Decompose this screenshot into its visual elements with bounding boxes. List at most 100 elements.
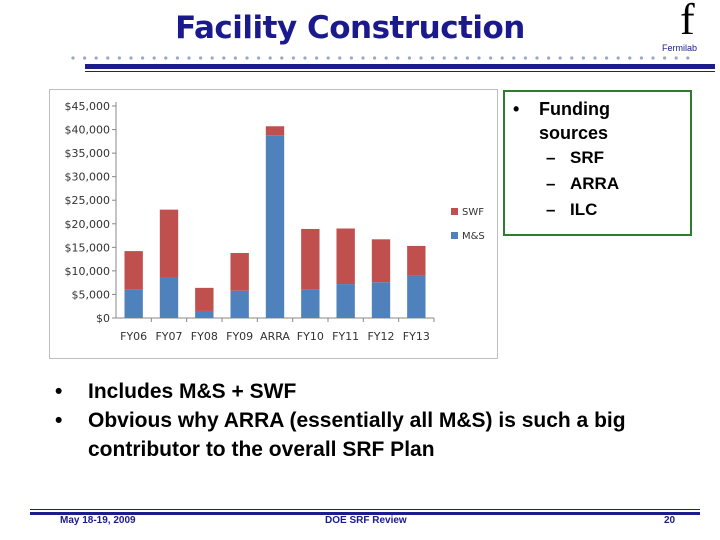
divider-dot — [106, 56, 110, 60]
funding-item-ilc: ILC — [570, 200, 598, 219]
slide-title: Facility Construction — [175, 10, 525, 46]
bar-m-s-fy10 — [301, 289, 320, 318]
divider-dot — [465, 56, 469, 60]
divider-dot — [686, 56, 690, 60]
divider-dot — [674, 56, 678, 60]
bullet-list: • Includes M&S + SWF • Obvious why ARRA … — [55, 377, 688, 464]
y-tick-label: $30,000 — [65, 171, 111, 184]
bar-swf-fy09 — [230, 252, 249, 291]
divider-dot — [257, 56, 261, 60]
dash-glyph: – — [546, 174, 556, 193]
list-item: • Includes M&S + SWF — [55, 377, 688, 406]
divider-dot — [384, 56, 388, 60]
divider-dot — [558, 56, 562, 60]
divider-dot — [129, 56, 133, 60]
list-item: – ARRA — [546, 174, 619, 200]
divider-dot — [291, 56, 295, 60]
divider-dot — [303, 56, 307, 60]
bar-m-s-fy12 — [371, 282, 391, 318]
divider-dot — [152, 56, 156, 60]
divider-dot — [361, 56, 365, 60]
bar-swf-fy06 — [124, 251, 143, 290]
legend-label: M&S — [462, 231, 485, 242]
footer-date: May 18-19, 2009 — [60, 515, 136, 526]
funding-item-srf: SRF — [570, 148, 604, 167]
divider-dot — [164, 56, 168, 60]
y-tick-label: $40,000 — [65, 124, 111, 137]
bullet-text: Includes M&S + SWF — [88, 380, 297, 403]
funding-heading-text: Funding sources — [539, 99, 610, 143]
divider-dot — [187, 56, 191, 60]
dash-glyph: – — [546, 200, 556, 219]
header-rule — [85, 64, 715, 69]
bullet-glyph: • — [55, 409, 63, 432]
divider-dot — [280, 56, 284, 60]
divider-dot — [117, 56, 121, 60]
dash-glyph: – — [546, 148, 556, 167]
divider-dot — [83, 56, 87, 60]
bar-m-s-fy11 — [336, 284, 355, 318]
divider-dot — [419, 56, 423, 60]
divider-dot — [373, 56, 377, 60]
bar-swf-fy07 — [159, 209, 179, 278]
x-tick-label: FY12 — [367, 330, 394, 343]
divider-dot — [326, 56, 330, 60]
divider-dot — [175, 56, 179, 60]
divider-dot — [581, 56, 585, 60]
y-tick-label: $20,000 — [65, 218, 111, 231]
divider-dot — [233, 56, 237, 60]
divider-dot — [71, 56, 75, 60]
divider-dot — [663, 56, 667, 60]
divider-dot — [396, 56, 400, 60]
x-tick-label: FY09 — [226, 330, 253, 343]
x-tick-label: FY06 — [120, 330, 147, 343]
footer-title: DOE SRF Review — [325, 515, 407, 526]
y-tick-label: $45,000 — [65, 100, 111, 113]
divider-dot — [349, 56, 353, 60]
list-item: – SRF — [546, 148, 619, 174]
list-item: – ILC — [546, 200, 619, 226]
x-tick-label: ARRA — [260, 330, 290, 343]
bar-m-s-fy06 — [124, 289, 143, 318]
divider-dot — [523, 56, 527, 60]
bar-m-s-fy09 — [230, 290, 249, 318]
x-tick-label: FY07 — [155, 330, 182, 343]
divider-dot — [500, 56, 504, 60]
y-tick-label: $0 — [96, 312, 110, 325]
bar-swf-fy13 — [407, 245, 426, 276]
divider-dot — [454, 56, 458, 60]
footer-rule — [30, 512, 700, 515]
divider-dot — [315, 56, 319, 60]
header-rule-thin — [85, 71, 715, 72]
divider-dot — [442, 56, 446, 60]
legend-swatch — [451, 208, 458, 215]
divider-dot — [199, 56, 203, 60]
bar-swf-fy08 — [195, 287, 214, 311]
funding-item-arra: ARRA — [570, 174, 620, 193]
divider-dot — [141, 56, 145, 60]
divider-dot — [593, 56, 597, 60]
divider-dot — [245, 56, 249, 60]
fermilab-logo-text: Fermilab — [662, 43, 698, 53]
divider-dot — [605, 56, 609, 60]
footer-rule-thin — [30, 509, 700, 510]
divider-dot — [512, 56, 516, 60]
chart-canvas: $0 $5,000 $10,000 $15,000 $20,000 $25,000 $30,… — [65, 100, 485, 343]
divider-dot — [338, 56, 342, 60]
bullet-text: Obvious why ARRA (essentially all M&S) i… — [88, 409, 626, 461]
x-tick-label: FY10 — [297, 330, 324, 343]
bullet-glyph: • — [513, 99, 520, 119]
x-tick-label: FY13 — [403, 330, 430, 343]
divider-dot — [222, 56, 226, 60]
divider-dot — [268, 56, 272, 60]
divider-dot — [431, 56, 435, 60]
divider-dot — [489, 56, 493, 60]
y-tick-label: $5,000 — [72, 288, 111, 301]
divider-dot — [628, 56, 632, 60]
funding-list: – SRF – ARRA – ILC — [546, 148, 619, 226]
bar-m-s-fy08 — [195, 310, 214, 318]
bullet-glyph: • — [55, 380, 63, 403]
divider-dot — [94, 56, 98, 60]
divider-dot — [639, 56, 644, 60]
divider-dot — [616, 56, 620, 60]
